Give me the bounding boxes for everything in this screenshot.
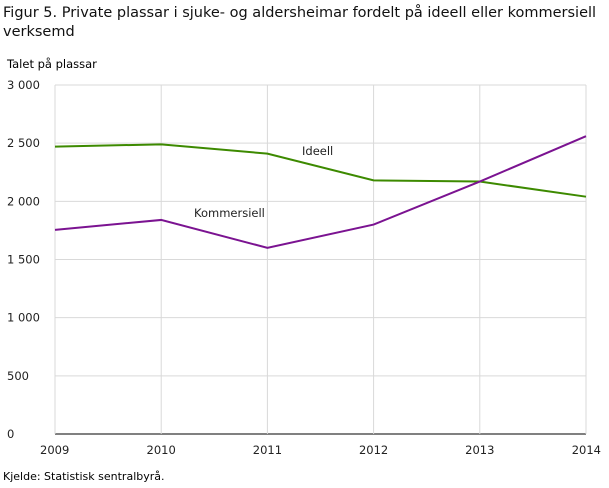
- source-note: Kjelde: Statistisk sentralbyrå.: [3, 470, 165, 483]
- y-tick-label: 500: [7, 369, 29, 383]
- x-tick-label: 2010: [147, 443, 176, 457]
- y-tick-label: 3 000: [7, 78, 40, 92]
- y-tick-label: 1 500: [7, 253, 40, 267]
- x-tick-label: 2009: [40, 443, 69, 457]
- series-line-ideell: [54, 143, 587, 198]
- series-label-kommersiell: Kommersiell: [194, 206, 265, 220]
- y-tick-label: 1 000: [7, 311, 40, 325]
- x-tick-label: 2013: [465, 443, 494, 457]
- y-tick-label: 0: [7, 427, 14, 441]
- y-tick-label: 2 500: [7, 136, 40, 150]
- x-tick-label: 2014: [572, 443, 601, 457]
- y-axis-label: Talet på plassar: [7, 57, 97, 71]
- series-label-ideell: Ideell: [302, 144, 333, 158]
- chart-title: Figur 5. Private plassar i sjuke- og ald…: [3, 5, 597, 40]
- y-tick-label: 2 000: [7, 194, 40, 208]
- x-tick-label: 2012: [359, 443, 388, 457]
- series-line-kommersiell: [54, 135, 587, 249]
- x-tick-label: 2011: [253, 443, 282, 457]
